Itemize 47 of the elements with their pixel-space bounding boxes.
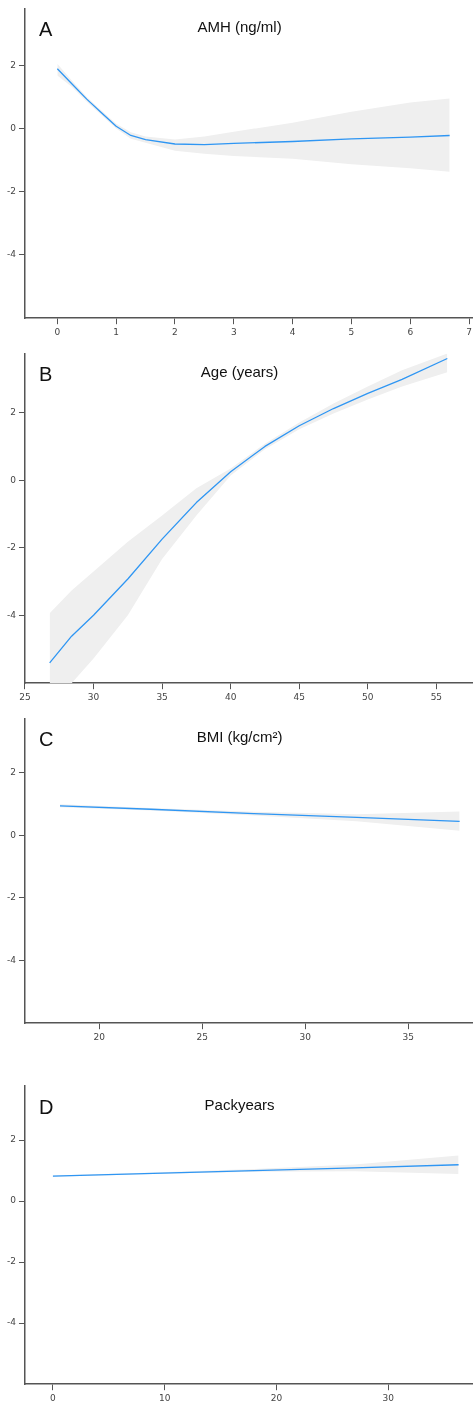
x-tick-label: 25: [19, 691, 31, 702]
annotation: D: [38, 1095, 54, 1118]
x-tick-label: 40: [224, 691, 237, 702]
x-tick-label: 35: [156, 691, 168, 702]
annotation: C: [38, 727, 54, 750]
y-tick-label: -2: [6, 1256, 16, 1267]
x-tick-label: 4: [289, 326, 296, 337]
x-tick-label: 25: [196, 1031, 208, 1042]
y-tick-label: -2: [6, 542, 16, 553]
x-tick-label: 2: [172, 326, 178, 337]
y-tick-label: 0: [10, 474, 17, 485]
text: Age (years): [200, 363, 279, 381]
y-tick-label: 2: [10, 1134, 16, 1145]
x-tick-label: 10: [158, 1392, 171, 1403]
x-tick-label: 30: [382, 1392, 395, 1403]
y-tick-label: 0: [10, 122, 17, 133]
text: AMH (ng/ml): [197, 18, 282, 36]
annotation: A: [38, 17, 53, 40]
x-tick-label: 3: [230, 326, 237, 337]
x-tick-label: 55: [430, 691, 443, 702]
x-tick-label: 1: [113, 326, 120, 337]
x-tick-label: 20: [270, 1392, 283, 1403]
x-tick-label: 7: [466, 326, 472, 337]
y-tick-label: 2: [10, 766, 16, 777]
x-tick-label: 0: [54, 326, 61, 337]
y-tick-label: 2: [10, 59, 16, 70]
x-tick-label: 30: [87, 691, 100, 702]
x-tick-label: 6: [407, 326, 414, 337]
y-tick-label: -2: [6, 186, 16, 197]
text: BMI (kg/cm²): [196, 728, 283, 746]
y-tick-label: -4: [6, 1317, 17, 1328]
y-tick-label: 2: [10, 406, 16, 417]
y-tick-label: -4: [6, 954, 17, 965]
y-tick-label: -4: [6, 609, 17, 620]
x-tick-label: 0: [50, 1392, 57, 1403]
text: Packyears: [204, 1095, 275, 1113]
x-tick-label: 5: [348, 326, 355, 337]
x-tick-label: 20: [93, 1031, 106, 1042]
y-tick-label: -4: [6, 249, 17, 260]
y-tick-label: 0: [10, 829, 17, 840]
x-tick-label: 45: [293, 691, 305, 702]
x-tick-label: 35: [402, 1031, 414, 1042]
x-tick-label: 30: [299, 1031, 312, 1042]
y-tick-label: 0: [10, 1195, 17, 1206]
annotation: B: [38, 362, 53, 385]
x-tick-label: 50: [362, 691, 374, 702]
y-tick-label: -2: [6, 892, 16, 903]
